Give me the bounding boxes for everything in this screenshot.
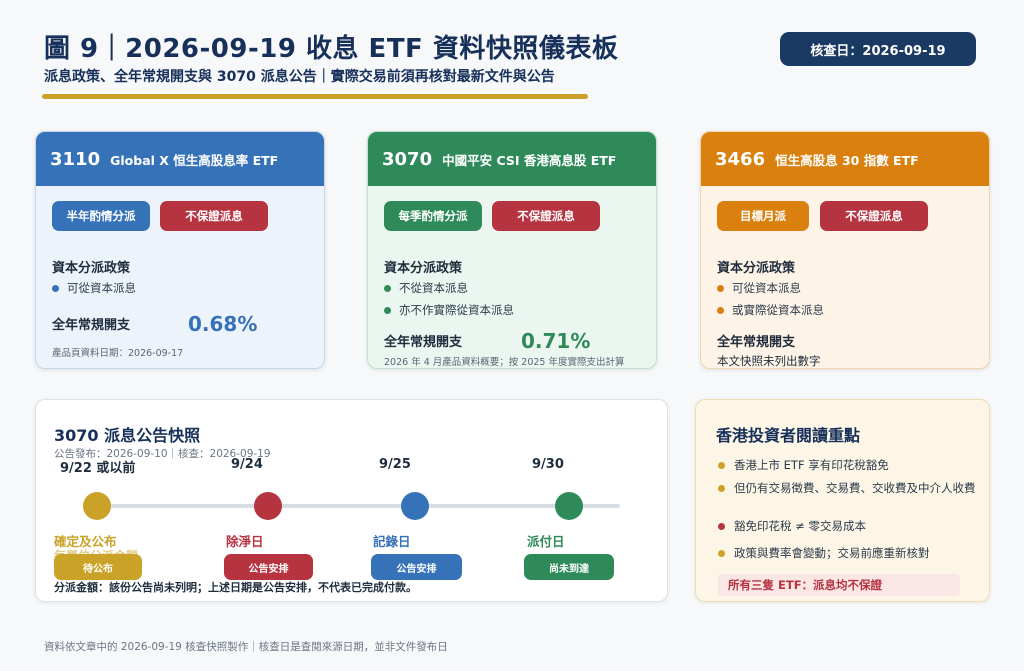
timeline-dot-announce bbox=[83, 492, 111, 520]
timeline-track bbox=[98, 504, 620, 508]
bullet-dot-icon bbox=[717, 306, 724, 314]
distribution-frequency-badge: 半年酌情分派 bbox=[52, 201, 150, 231]
bullet-dot-icon bbox=[384, 306, 391, 314]
timeline-meta: 公告發布：2026-09-10｜核查：2026-09-19 bbox=[54, 448, 271, 460]
expense-label: 全年常規開支 bbox=[717, 335, 796, 350]
timeline-date: 9/25 bbox=[379, 457, 411, 472]
expense-value: 0.68% bbox=[188, 312, 258, 336]
page-subtitle: 派息政策、全年常規開支與 3070 派息公告｜實際交易前須再核對最新文件與公告 bbox=[44, 69, 555, 85]
card-header: 3466 恒生高股息 30 指數 ETF bbox=[701, 132, 989, 186]
timeline-title: 3070 派息公告快照 bbox=[54, 426, 201, 445]
timeline-dot-record-date bbox=[401, 492, 429, 520]
policy-bullet: 可從資本派息 bbox=[717, 280, 801, 296]
reading-point: 豁免印花稅 ≠ 零交易成本 bbox=[718, 518, 866, 534]
timeline-dot-payment-date bbox=[555, 492, 583, 520]
etf-card-3070: 3070 中國平安 CSI 香港高息股 ETF 每季酌情分派 不保證派息 資本分… bbox=[367, 131, 657, 369]
page-footer: 資料依文章中的 2026-09-19 核查快照製作｜核查日是查閱來源日期，並非文… bbox=[44, 641, 448, 653]
policy-bullet: 或實際從資本派息 bbox=[717, 302, 824, 318]
etf-card-3466: 3466 恒生高股息 30 指數 ETF 目標月派 不保證派息 資本分派政策 可… bbox=[700, 131, 990, 369]
reading-point: 但仍有交易徵費、交易費、交收費及中介人收費 bbox=[718, 480, 976, 496]
status-chip: 尚未到達 bbox=[524, 554, 614, 580]
bullet-dot-icon bbox=[384, 284, 391, 292]
expense-label: 全年常規開支 bbox=[52, 318, 131, 333]
timeline-label: 記錄日 bbox=[373, 534, 411, 549]
expense-value: 0.71% bbox=[521, 329, 591, 353]
bullet-dot-icon bbox=[718, 549, 725, 557]
policy-label: 資本分派政策 bbox=[52, 261, 131, 276]
timeline-dot-ex-date bbox=[254, 492, 282, 520]
bullet-dot-icon bbox=[718, 522, 725, 530]
etf-name: 恒生高股息 30 指數 ETF bbox=[775, 152, 919, 168]
card-header: 3110 Global X 恒生高股息率 ETF bbox=[36, 132, 324, 186]
etf-card-3110: 3110 Global X 恒生高股息率 ETF 半年酌情分派 不保證派息 資本… bbox=[35, 131, 325, 369]
warning-banner: 所有三隻 ETF：派息均不保證 bbox=[718, 574, 960, 596]
not-guaranteed-badge: 不保證派息 bbox=[492, 201, 600, 231]
timeline-date: 9/22 或以前 bbox=[60, 461, 136, 476]
expense-label: 全年常規開支 bbox=[384, 335, 463, 350]
policy-bullet: 亦不作實際從資本派息 bbox=[384, 302, 514, 318]
dividend-timeline-card: 3070 派息公告快照 公告發布：2026-09-10｜核查：2026-09-1… bbox=[35, 399, 668, 602]
status-chip: 公告安排 bbox=[371, 554, 462, 580]
status-chip: 待公布 bbox=[54, 554, 142, 580]
check-date-badge: 核查日：2026-09-19 bbox=[780, 32, 976, 66]
etf-code: 3070 bbox=[382, 148, 433, 170]
policy-bullet: 可從資本派息 bbox=[52, 280, 136, 296]
distribution-frequency-badge: 目標月派 bbox=[717, 201, 809, 231]
timeline-date: 9/24 bbox=[231, 457, 263, 472]
timeline-label: 除淨日 bbox=[226, 534, 264, 549]
distribution-frequency-badge: 每季酌情分派 bbox=[384, 201, 482, 231]
card-note: 本文快照未列出數字 bbox=[717, 354, 821, 368]
reading-title: 香港投資者閱讀重點 bbox=[716, 426, 861, 445]
investor-reading-card: 香港投資者閱讀重點 香港上市 ETF 享有印花稅豁免 但仍有交易徵費、交易費、交… bbox=[695, 399, 990, 602]
policy-bullet: 不從資本派息 bbox=[384, 280, 468, 296]
etf-name: 中國平安 CSI 香港高息股 ETF bbox=[442, 152, 617, 168]
status-chip: 公告安排 bbox=[224, 554, 313, 580]
bullet-dot-icon bbox=[718, 484, 725, 492]
reading-point: 政策與費率會變動；交易前應重新核對 bbox=[718, 545, 930, 561]
bullet-dot-icon bbox=[52, 284, 59, 292]
timeline-footnote: 分派金額：該份公告尚未列明；上述日期是公告安排，不代表已完成付款。 bbox=[54, 581, 417, 594]
card-note: 2026 年 4 月產品資料概要；按 2025 年度實際支出計算 bbox=[384, 357, 625, 368]
etf-name: Global X 恒生高股息率 ETF bbox=[110, 152, 279, 168]
etf-code: 3466 bbox=[715, 148, 766, 170]
timeline-label: 派付日 bbox=[527, 534, 565, 549]
reading-point: 香港上市 ETF 享有印花稅豁免 bbox=[718, 457, 889, 473]
timeline-label: 確定及公布 bbox=[54, 534, 117, 549]
card-note: 產品頁資料日期：2026-09-17 bbox=[52, 348, 184, 359]
not-guaranteed-badge: 不保證派息 bbox=[820, 201, 928, 231]
not-guaranteed-badge: 不保證派息 bbox=[160, 201, 268, 231]
title-underline bbox=[42, 94, 588, 99]
bullet-dot-icon bbox=[718, 461, 725, 469]
bullet-dot-icon bbox=[717, 284, 724, 292]
page-title: 圖 9｜2026-09-19 收息 ETF 資料快照儀表板 bbox=[44, 34, 619, 64]
policy-label: 資本分派政策 bbox=[384, 261, 463, 276]
timeline-date: 9/30 bbox=[532, 457, 564, 472]
policy-label: 資本分派政策 bbox=[717, 261, 796, 276]
card-header: 3070 中國平安 CSI 香港高息股 ETF bbox=[368, 132, 656, 186]
etf-code: 3110 bbox=[50, 148, 101, 170]
